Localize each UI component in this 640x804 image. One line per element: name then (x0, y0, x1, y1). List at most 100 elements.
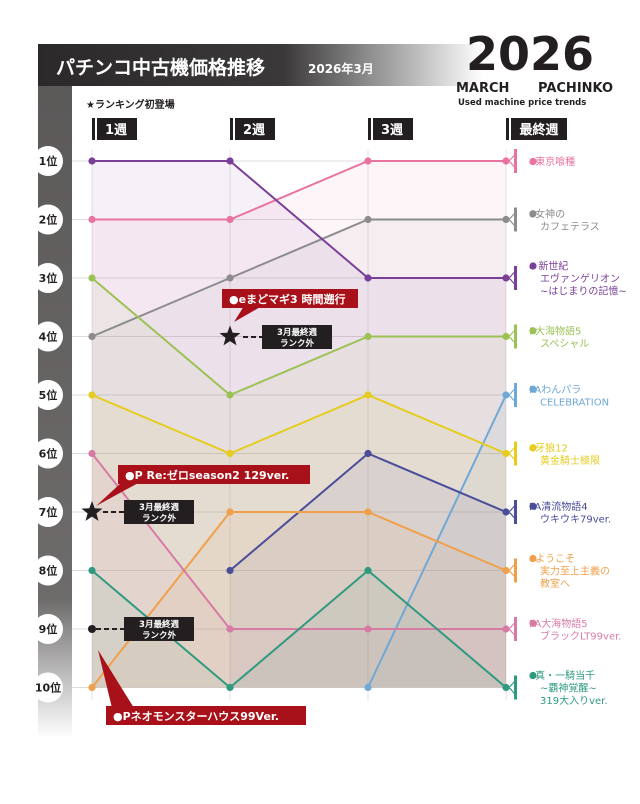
rank-label: 4位 (39, 330, 58, 344)
dropout-callouts: ●eまどマギ3 時間遡行 3月最終週 ランク外 ●P Re:ゼロseason2 … (81, 289, 358, 725)
label-bracket (505, 505, 516, 519)
rank-badge: 1位 (33, 146, 63, 176)
data-point (364, 508, 372, 516)
rank-badge-circle (33, 263, 63, 293)
series-legend-dot (529, 619, 537, 627)
series-label-line: ~覇神覚醒~ (540, 682, 597, 695)
callout-note-bg (262, 325, 332, 349)
label-bracket (505, 563, 516, 578)
rank-badge-circle (33, 555, 63, 586)
data-point (226, 215, 234, 224)
rank-badge: 6位 (33, 438, 63, 469)
data-point (364, 625, 372, 633)
data-point (364, 391, 372, 399)
callout-rezero: ●P Re:ゼロseason2 129ver. 3月最終週 ランク外 (81, 465, 310, 524)
data-point (226, 683, 234, 692)
dropout-star-icon (81, 501, 103, 521)
subtitle-label: Used machine price trends (458, 98, 586, 108)
data-point (88, 274, 96, 282)
data-point (226, 274, 234, 282)
label-bar (514, 617, 517, 641)
label-bar (514, 675, 517, 700)
series-label-line: エヴァンゲリオン (540, 272, 620, 285)
callout-note: 3月最終週 (139, 619, 179, 630)
series-label-line: e牙狼12 (529, 441, 568, 454)
year-label: 2026 (466, 27, 594, 81)
series-line (92, 160, 506, 221)
series-label-line: e女神の (529, 207, 565, 220)
label-bracket (505, 271, 516, 285)
rank-badge: 2位 (33, 204, 63, 235)
label-bar (514, 149, 517, 173)
data-point (88, 157, 96, 165)
rank-label: 7位 (39, 505, 58, 519)
series-label-line: eようこそ (529, 553, 575, 565)
data-point (364, 683, 372, 692)
series-line (91, 218, 506, 338)
rank-badge: 3位 (33, 263, 63, 293)
series-label-line: 教室へ (540, 577, 570, 590)
data-point (364, 274, 372, 282)
data-point (364, 215, 372, 224)
callout-label-bg (106, 706, 306, 725)
callout-note: ランク外 (280, 338, 315, 349)
rank-badge: 8位 (33, 555, 63, 586)
callout-note-bg (124, 617, 194, 641)
series-line (92, 160, 506, 279)
rank-badge-circle (33, 672, 63, 703)
rank-badge-circle (33, 321, 63, 352)
rank-label: 1位 (39, 154, 58, 168)
page-title: パチンコ中古機価格推移 (56, 56, 265, 79)
data-point (88, 683, 96, 692)
label-bracket (505, 622, 516, 636)
dropout-star-icon (219, 325, 241, 346)
label-bracket (505, 446, 516, 461)
label-bracket (505, 212, 516, 227)
rank-badge: 10位 (33, 672, 63, 703)
data-point (88, 391, 96, 399)
series-legend-dot (529, 502, 537, 510)
rank-label: 5位 (39, 388, 58, 402)
series-lines (91, 160, 507, 689)
series-legend-dot (529, 157, 537, 166)
header-bar (38, 44, 484, 86)
rank-badge: 4位 (33, 321, 63, 352)
series-legend-dot (529, 444, 537, 452)
series-label-line: PA大海物語5 (529, 617, 588, 630)
rank-label: 10位 (35, 681, 61, 695)
label-bar (514, 383, 517, 407)
callout-label: ●eまどマギ3 時間遡行 (229, 292, 346, 306)
column-label: 1週 (105, 123, 127, 138)
series-legend-dot (529, 327, 537, 335)
series-line (91, 393, 507, 455)
series-legend-dot (529, 262, 537, 270)
column-label: 3週 (381, 123, 403, 138)
label-bracket (505, 388, 516, 402)
rank-badge-circle (33, 438, 63, 469)
callout-label-bg (222, 289, 358, 308)
ranking-note: ★ランキング初登場 (86, 98, 175, 111)
column-label: 2週 (243, 123, 265, 138)
data-point (364, 449, 372, 458)
data-point (364, 332, 372, 341)
data-point (226, 391, 234, 399)
series-label: e真・一騎当千~覇神覚醒~319大入りver. (505, 669, 608, 707)
rank-badge-circle (33, 380, 63, 410)
series-label-line: CELEBRATION (540, 397, 609, 408)
series-label-line: ~はじまりの記憶~ (540, 285, 627, 298)
column-header-week3: 3週 (368, 118, 413, 140)
callout-note: 3月最終週 (139, 502, 179, 513)
series-legend-dot (529, 210, 537, 218)
column-label: 最終週 (519, 122, 558, 138)
callout-note: 3月最終週 (277, 327, 317, 338)
label-bar (514, 558, 517, 583)
series-label-line: PAわんパラ (529, 384, 581, 396)
rank-badge: 5位 (33, 380, 63, 410)
label-bar (514, 441, 517, 466)
data-point (88, 449, 96, 458)
series-label-line: 319大入りver. (540, 694, 608, 707)
series-legend-dot (529, 385, 537, 393)
